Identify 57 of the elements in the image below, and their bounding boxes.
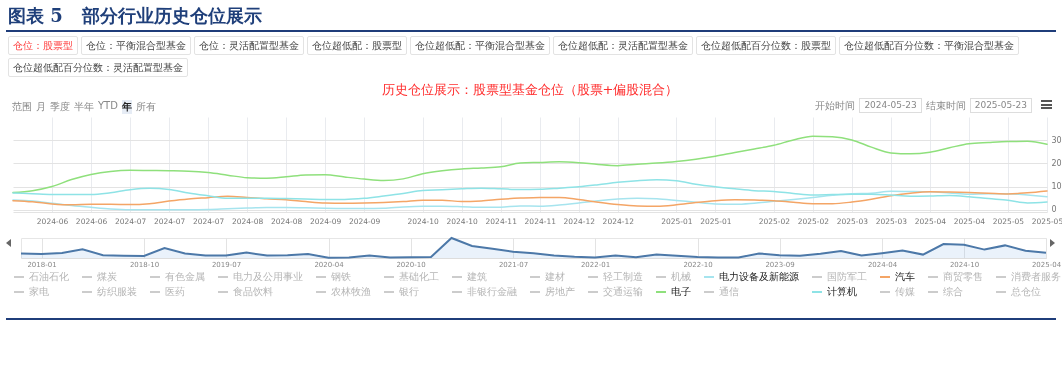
legend-label: 食品饮料: [233, 286, 273, 297]
legend-label: 电力设备及新能源: [719, 271, 799, 282]
legend-label: 基础化工: [399, 271, 439, 282]
text: 月: [36, 100, 46, 114]
legend-label: 综合: [943, 286, 963, 297]
text: 仓位超低配百分位数：平衡混合型基金: [839, 36, 1019, 55]
legend-label: 银行: [398, 286, 419, 297]
legend-label: 计算机: [827, 286, 857, 297]
chart-subtitle: 历史仓位展示：股票型基金仓位（股票+偏股混合）: [381, 82, 679, 97]
legend-label: 农林牧渔: [331, 286, 371, 297]
legend-label: 机械: [671, 271, 691, 282]
legend-label: 钢铁: [330, 271, 351, 282]
line-series: [12, 179, 1048, 204]
legend-label: 消费者服务: [1011, 271, 1061, 282]
y-tick-label: 30: [1051, 135, 1062, 145]
legend-label: 家电: [29, 286, 49, 297]
legend-label: 建筑: [466, 271, 487, 282]
y-tick-label: 20: [1051, 158, 1062, 168]
legend-label: 房地产: [545, 286, 575, 297]
text: 开始时间: [815, 98, 856, 113]
text: 仓位：股票型: [8, 36, 78, 55]
legend-label: 电子: [671, 286, 691, 297]
legend-label: 通信: [719, 286, 739, 297]
legend-label: 汽车: [895, 271, 915, 282]
text: 仓位超低配百分位数：股票型: [696, 36, 836, 55]
text: 年: [121, 100, 132, 114]
text: 2025-05-23: [969, 98, 1032, 113]
text: 所有: [135, 100, 156, 114]
legend-label: 医药: [165, 286, 185, 297]
legend-label: 纺织服装: [97, 286, 137, 297]
legend-label: 传媒: [895, 286, 915, 297]
text: 范围: [12, 100, 32, 114]
text: 季度: [50, 100, 70, 114]
legend-label: 国防军工: [827, 271, 867, 282]
text: YTD: [98, 100, 118, 113]
chart-title: 图表 5 部分行业历史仓位展示: [8, 4, 262, 28]
text: 仓位超低配：平衡混合型基金: [410, 36, 550, 55]
text: 结束时间: [925, 98, 966, 113]
y-tick-label: 10: [1051, 182, 1062, 192]
legend-label: 总仓位: [1010, 286, 1041, 297]
legend-label: 电力及公用事业: [233, 271, 303, 282]
text: 仓位：灵活配置型基金: [194, 36, 304, 55]
text: 仓位：平衡混合型基金: [81, 36, 191, 55]
text: 半年: [74, 100, 94, 114]
legend-label: 交通运输: [603, 286, 643, 297]
legend-label: 轻工制造: [603, 271, 643, 282]
legend-label: 非银行金融: [467, 286, 517, 297]
text: 仓位超低配：灵活配置型基金: [553, 36, 693, 55]
legend-label: 石油石化: [29, 271, 69, 282]
text: 2024-05-23: [859, 98, 922, 113]
legend-label: 建材: [544, 271, 565, 282]
text: 仓位超低配百分位数：灵活配置型基金: [8, 58, 188, 77]
legend-label: 煤炭: [97, 271, 117, 282]
text: 仓位超低配：股票型: [307, 36, 407, 55]
legend-label: 商贸零售: [943, 271, 983, 282]
legend-label: 有色金属: [165, 271, 205, 282]
y-tick-label: 0: [1051, 205, 1057, 215]
